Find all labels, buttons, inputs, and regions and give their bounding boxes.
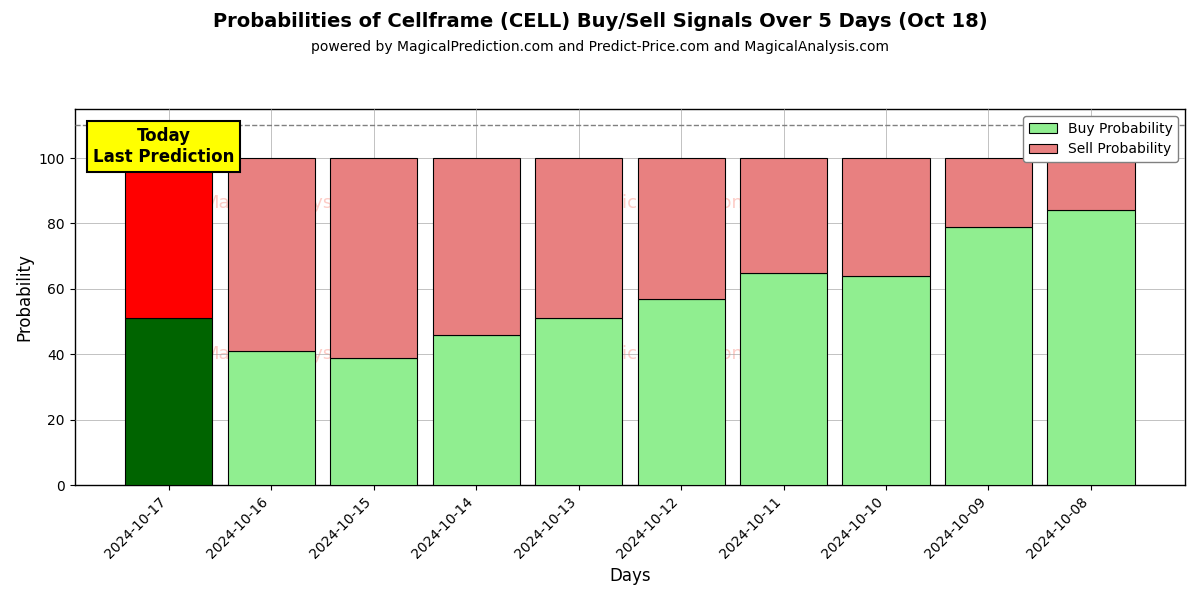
Bar <box>740 158 827 272</box>
Text: MagicalAnalysis.com: MagicalAnalysis.com <box>203 344 391 362</box>
Bar <box>944 227 1032 485</box>
X-axis label: Days: Days <box>610 567 650 585</box>
Bar <box>330 358 418 485</box>
Text: Today
Last Prediction: Today Last Prediction <box>92 127 234 166</box>
Bar <box>535 319 622 485</box>
Bar <box>228 351 314 485</box>
Bar <box>432 335 520 485</box>
Text: MagicalPrediction.com: MagicalPrediction.com <box>584 194 787 212</box>
Text: powered by MagicalPrediction.com and Predict-Price.com and MagicalAnalysis.com: powered by MagicalPrediction.com and Pre… <box>311 40 889 54</box>
Bar <box>228 158 314 351</box>
Bar <box>1048 211 1134 485</box>
Bar <box>1048 158 1134 211</box>
Bar <box>125 319 212 485</box>
Text: MagicalAnalysis.com: MagicalAnalysis.com <box>203 194 391 212</box>
Bar <box>535 158 622 319</box>
Bar <box>842 276 930 485</box>
Legend: Buy Probability, Sell Probability: Buy Probability, Sell Probability <box>1024 116 1178 162</box>
Text: MagicalPrediction.com: MagicalPrediction.com <box>584 344 787 362</box>
Bar <box>740 272 827 485</box>
Bar <box>432 158 520 335</box>
Bar <box>944 158 1032 227</box>
Bar <box>330 158 418 358</box>
Text: Probabilities of Cellframe (CELL) Buy/Sell Signals Over 5 Days (Oct 18): Probabilities of Cellframe (CELL) Buy/Se… <box>212 12 988 31</box>
Bar <box>125 158 212 319</box>
Y-axis label: Probability: Probability <box>16 253 34 341</box>
Bar <box>842 158 930 276</box>
Bar <box>637 158 725 299</box>
Bar <box>637 299 725 485</box>
